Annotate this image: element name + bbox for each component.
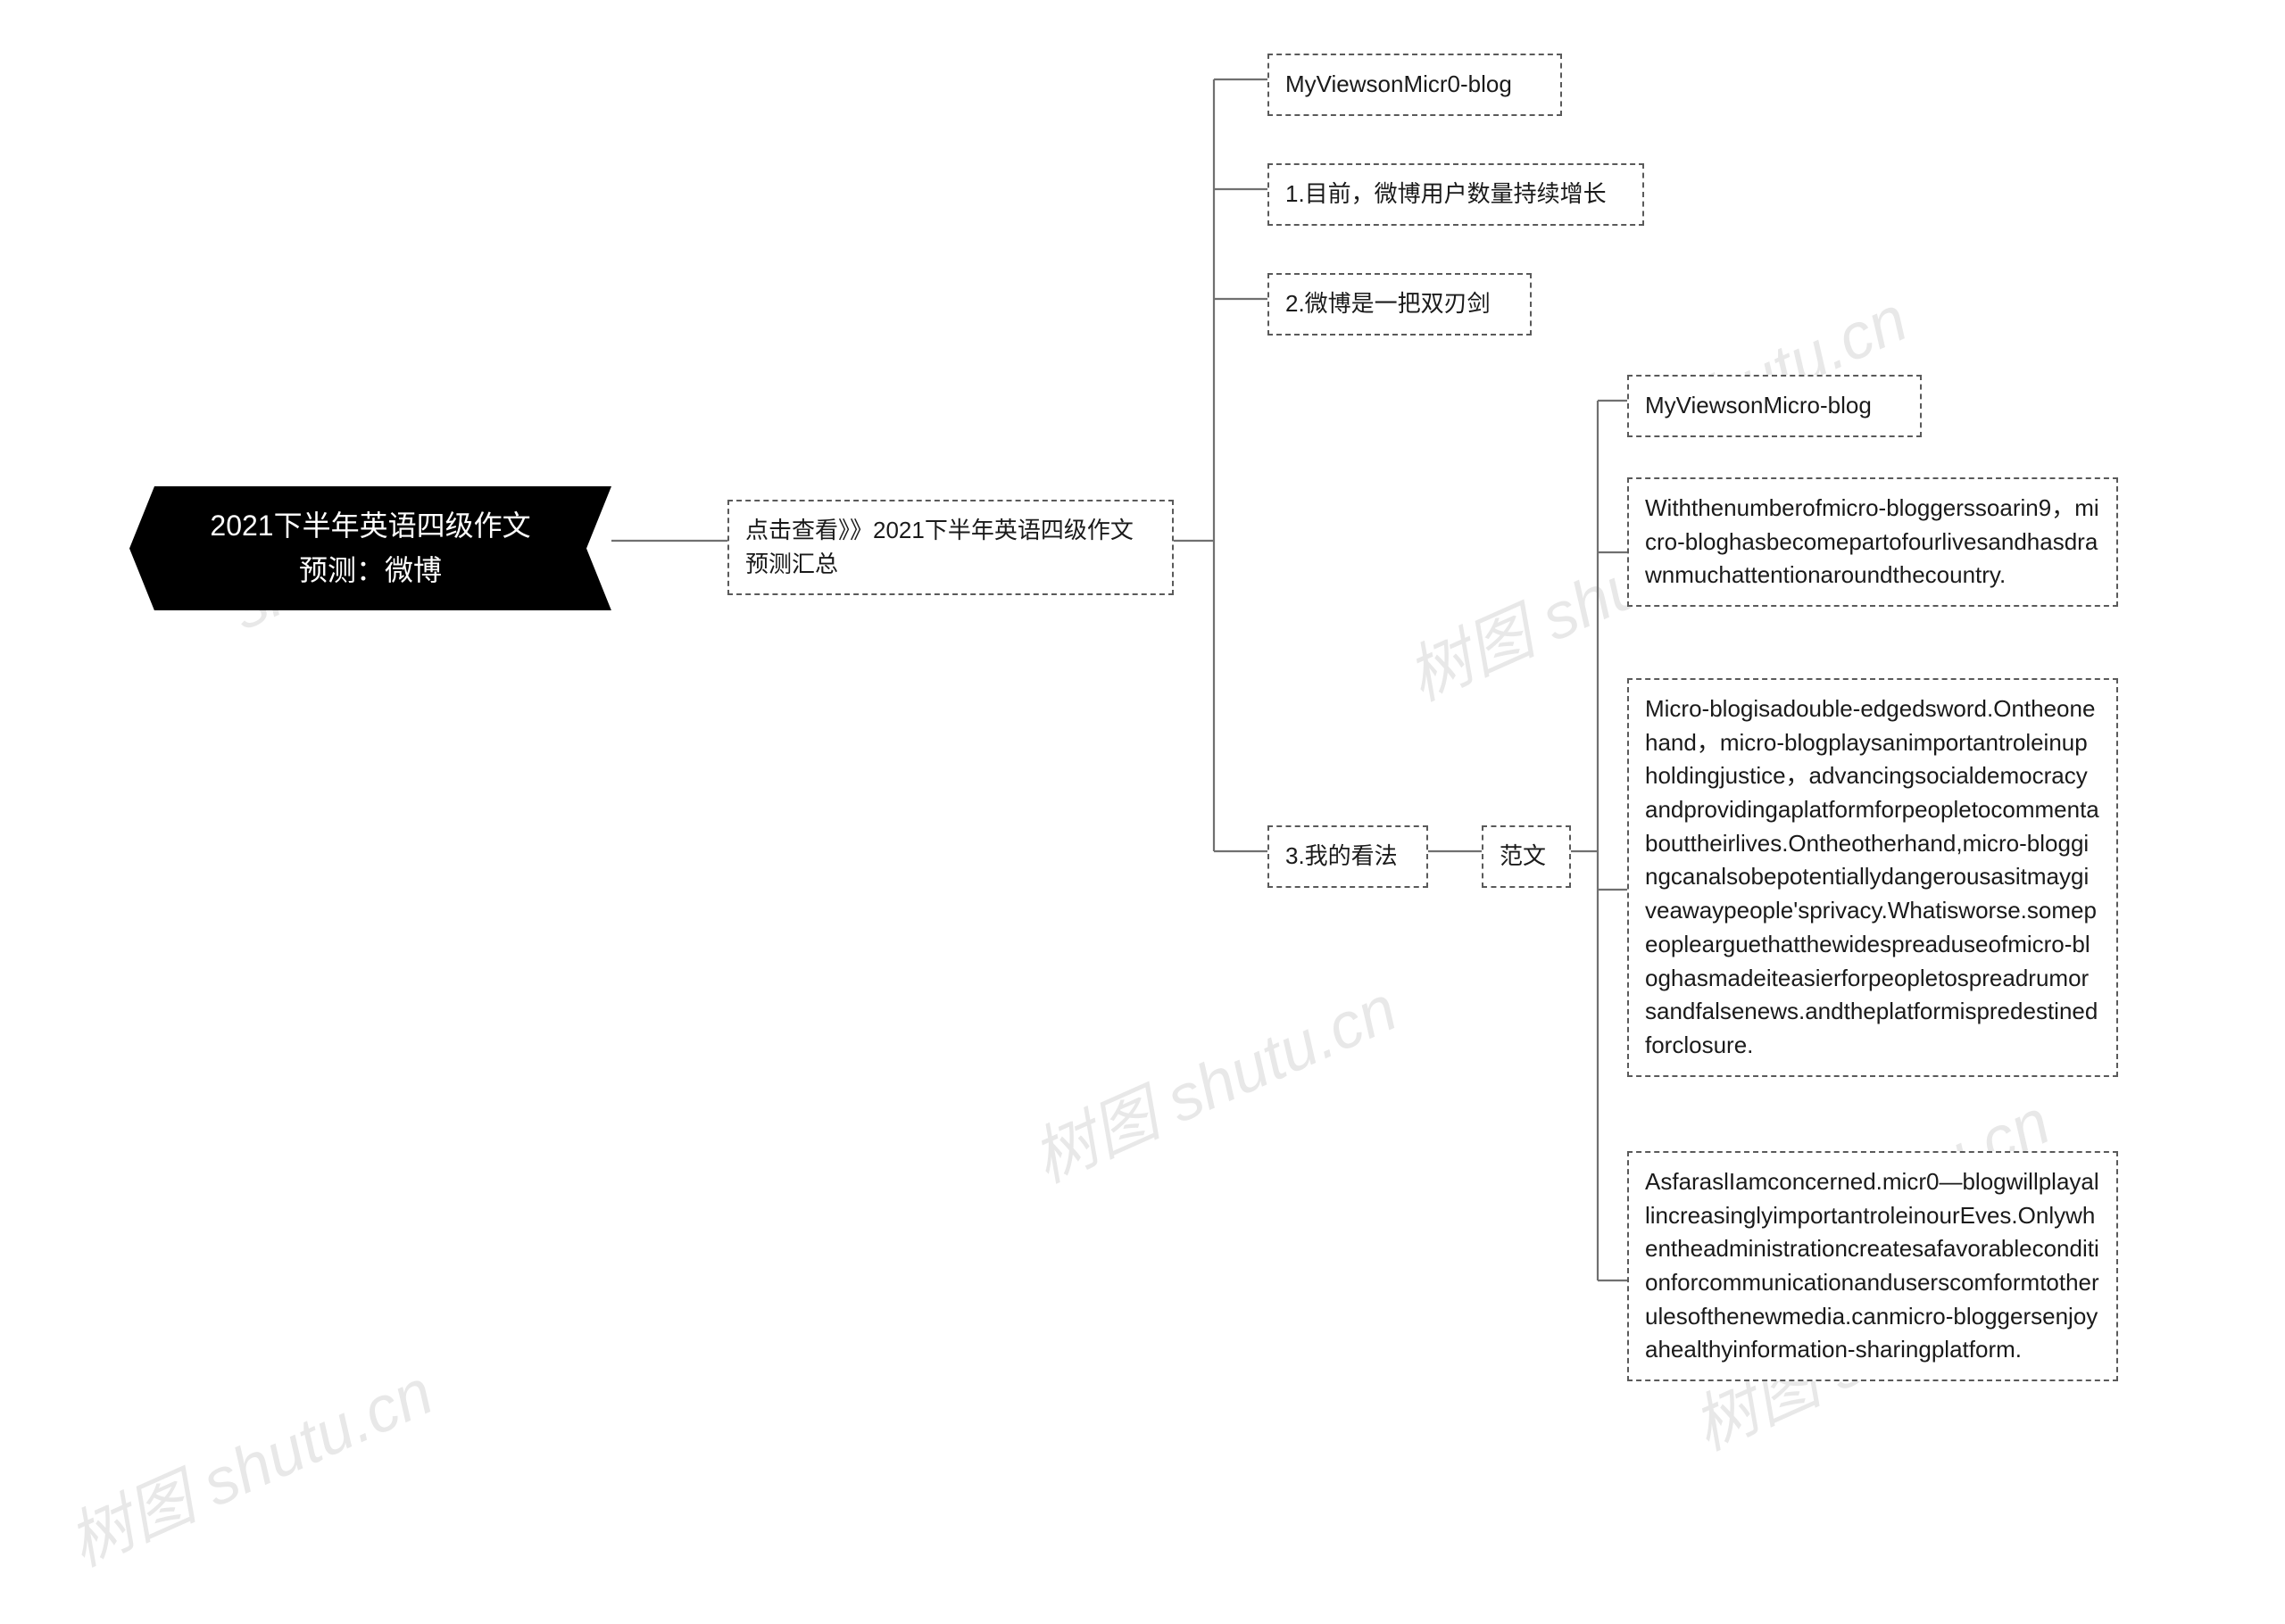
- watermark: 树图 shutu.cn: [1015, 957, 1408, 1200]
- root-node[interactable]: 2021下半年英语四级作文 预测：微博: [129, 486, 611, 610]
- node-essay-para-2[interactable]: Micro-blogisadouble-edgedsword.Ontheoneh…: [1627, 678, 2118, 1077]
- node-summary-link[interactable]: 点击查看》》2021下半年英语四级作文预测汇总: [727, 500, 1174, 595]
- node-title-en[interactable]: MyViewsonMicr0-blog: [1267, 54, 1562, 116]
- node-point-3[interactable]: 3.我的看法: [1267, 825, 1428, 888]
- node-essay-title[interactable]: MyViewsonMicro-blog: [1627, 375, 1922, 437]
- node-essay-para-1[interactable]: Withthenumberofmicro-bloggerssoarin9，mic…: [1627, 477, 2118, 607]
- root-line-1: 2021下半年英语四级作文: [154, 504, 586, 549]
- node-sample-essay[interactable]: 范文: [1482, 825, 1571, 888]
- node-essay-para-3[interactable]: AsfaraslIamconcerned.micr0—blogwillplaya…: [1627, 1151, 2118, 1381]
- root-line-2: 预测：微博: [154, 549, 586, 593]
- node-point-1[interactable]: 1.目前，微博用户数量持续增长: [1267, 163, 1644, 226]
- node-point-2[interactable]: 2.微博是一把双刃剑: [1267, 273, 1532, 336]
- watermark: 树图 shutu.cn: [51, 1340, 445, 1584]
